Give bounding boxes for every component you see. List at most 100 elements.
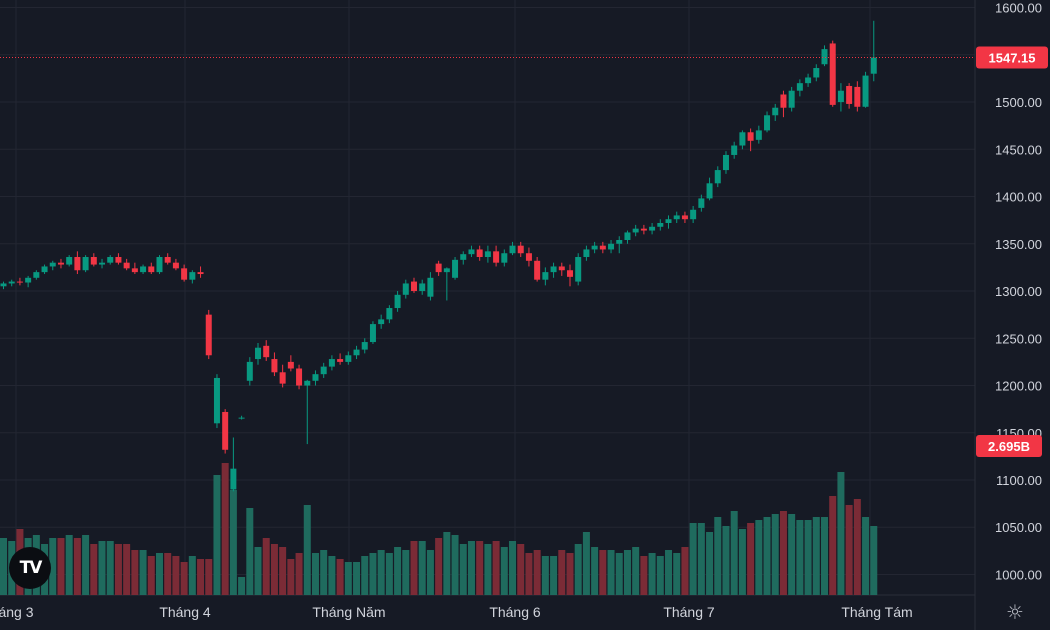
candle-body[interactable]: [608, 243, 615, 250]
candle-body[interactable]: [714, 170, 721, 184]
candle-body[interactable]: [238, 417, 245, 419]
candle-body[interactable]: [681, 215, 688, 220]
candle-body[interactable]: [0, 283, 7, 287]
candle-body[interactable]: [805, 77, 812, 84]
candle-body[interactable]: [558, 266, 565, 271]
candle-body[interactable]: [156, 257, 163, 273]
candle-body[interactable]: [328, 359, 335, 367]
candle-body[interactable]: [706, 183, 713, 199]
candle-body[interactable]: [8, 281, 15, 284]
candle-body[interactable]: [378, 319, 385, 325]
settings-gear-icon[interactable]: ☼: [1006, 600, 1024, 624]
candle-body[interactable]: [123, 262, 130, 269]
candle-body[interactable]: [443, 268, 450, 273]
candle-body[interactable]: [353, 349, 360, 356]
candle-body[interactable]: [90, 257, 97, 265]
candle-body[interactable]: [657, 222, 664, 227]
candle-body[interactable]: [796, 83, 803, 91]
candle-body[interactable]: [107, 257, 114, 263]
candle-body[interactable]: [673, 215, 680, 220]
candle-body[interactable]: [780, 94, 787, 108]
candle-body[interactable]: [517, 245, 524, 254]
candle-body[interactable]: [205, 314, 212, 356]
candle-body[interactable]: [764, 115, 771, 131]
candle-body[interactable]: [731, 145, 738, 155]
candle-body[interactable]: [189, 272, 196, 280]
candle-body[interactable]: [427, 277, 434, 297]
candle-body[interactable]: [493, 251, 500, 263]
candle-body[interactable]: [837, 90, 844, 103]
candle-body[interactable]: [468, 249, 475, 255]
candle-body[interactable]: [534, 260, 541, 280]
candle-body[interactable]: [345, 355, 352, 362]
candle-body[interactable]: [575, 257, 582, 282]
candle-body[interactable]: [435, 263, 442, 273]
candle-body[interactable]: [337, 359, 344, 362]
candle-body[interactable]: [25, 277, 32, 283]
candle-body[interactable]: [542, 272, 549, 280]
candle-body[interactable]: [846, 85, 853, 104]
candle-body[interactable]: [501, 253, 508, 263]
candle-body[interactable]: [394, 294, 401, 309]
candle-body[interactable]: [854, 86, 861, 107]
candle-body[interactable]: [361, 342, 368, 350]
tradingview-logo[interactable]: TV: [9, 547, 51, 589]
candle-body[interactable]: [747, 132, 754, 141]
candle-body[interactable]: [82, 257, 89, 271]
candle-body[interactable]: [476, 249, 483, 258]
candle-body[interactable]: [16, 281, 23, 283]
candle-body[interactable]: [287, 361, 294, 369]
candle-body[interactable]: [739, 132, 746, 146]
y-axis[interactable]: 1600.001550.001500.001450.001400.001350.…: [995, 1, 1042, 583]
candle-body[interactable]: [755, 130, 762, 140]
candle-body[interactable]: [263, 345, 270, 358]
x-axis[interactable]: áng 3 Tháng 4 Tháng Năm Tháng 6 Tháng 7 Tháng…: [0, 604, 913, 620]
candle-body[interactable]: [583, 249, 590, 258]
candle-body[interactable]: [148, 266, 155, 273]
candle-body[interactable]: [484, 251, 491, 258]
candle-body[interactable]: [140, 266, 147, 273]
candle-body[interactable]: [640, 228, 647, 231]
candle-body[interactable]: [197, 272, 204, 275]
candle-body[interactable]: [649, 226, 656, 231]
candle-body[interactable]: [402, 283, 409, 295]
candle-body[interactable]: [821, 49, 828, 65]
candle-body[interactable]: [213, 377, 220, 424]
candle-body[interactable]: [509, 245, 516, 254]
candle-body[interactable]: [99, 262, 106, 265]
candle-body[interactable]: [172, 262, 179, 269]
candle-body[interactable]: [386, 308, 393, 320]
candle-body[interactable]: [222, 411, 229, 450]
candle-body[interactable]: [320, 366, 327, 375]
candle-body[interactable]: [57, 262, 64, 265]
candle-body[interactable]: [369, 324, 376, 343]
candle-body[interactable]: [698, 198, 705, 208]
candle-body[interactable]: [460, 254, 467, 260]
candle-body[interactable]: [550, 266, 557, 273]
candle-body[interactable]: [131, 268, 138, 273]
candle-body[interactable]: [665, 219, 672, 223]
candle-body[interactable]: [255, 347, 262, 360]
candle-body[interactable]: [304, 380, 311, 386]
candle-body[interactable]: [279, 372, 286, 384]
candle-body[interactable]: [230, 468, 237, 490]
candles[interactable]: [0, 20, 877, 492]
candle-body[interactable]: [181, 268, 188, 280]
candle-body[interactable]: [115, 257, 122, 263]
candle-body[interactable]: [632, 228, 639, 233]
candle-body[interactable]: [870, 57, 877, 74]
candle-body[interactable]: [312, 374, 319, 381]
candle-body[interactable]: [788, 90, 795, 108]
candle-body[interactable]: [829, 43, 836, 105]
candle-body[interactable]: [164, 257, 171, 263]
candle-body[interactable]: [599, 245, 606, 250]
candle-body[interactable]: [624, 232, 631, 240]
candle-body[interactable]: [246, 361, 253, 381]
candle-body[interactable]: [411, 281, 417, 292]
candle-body[interactable]: [690, 209, 697, 220]
candle-body[interactable]: [772, 107, 779, 116]
candle-body[interactable]: [66, 257, 73, 265]
candle-body[interactable]: [722, 154, 729, 171]
